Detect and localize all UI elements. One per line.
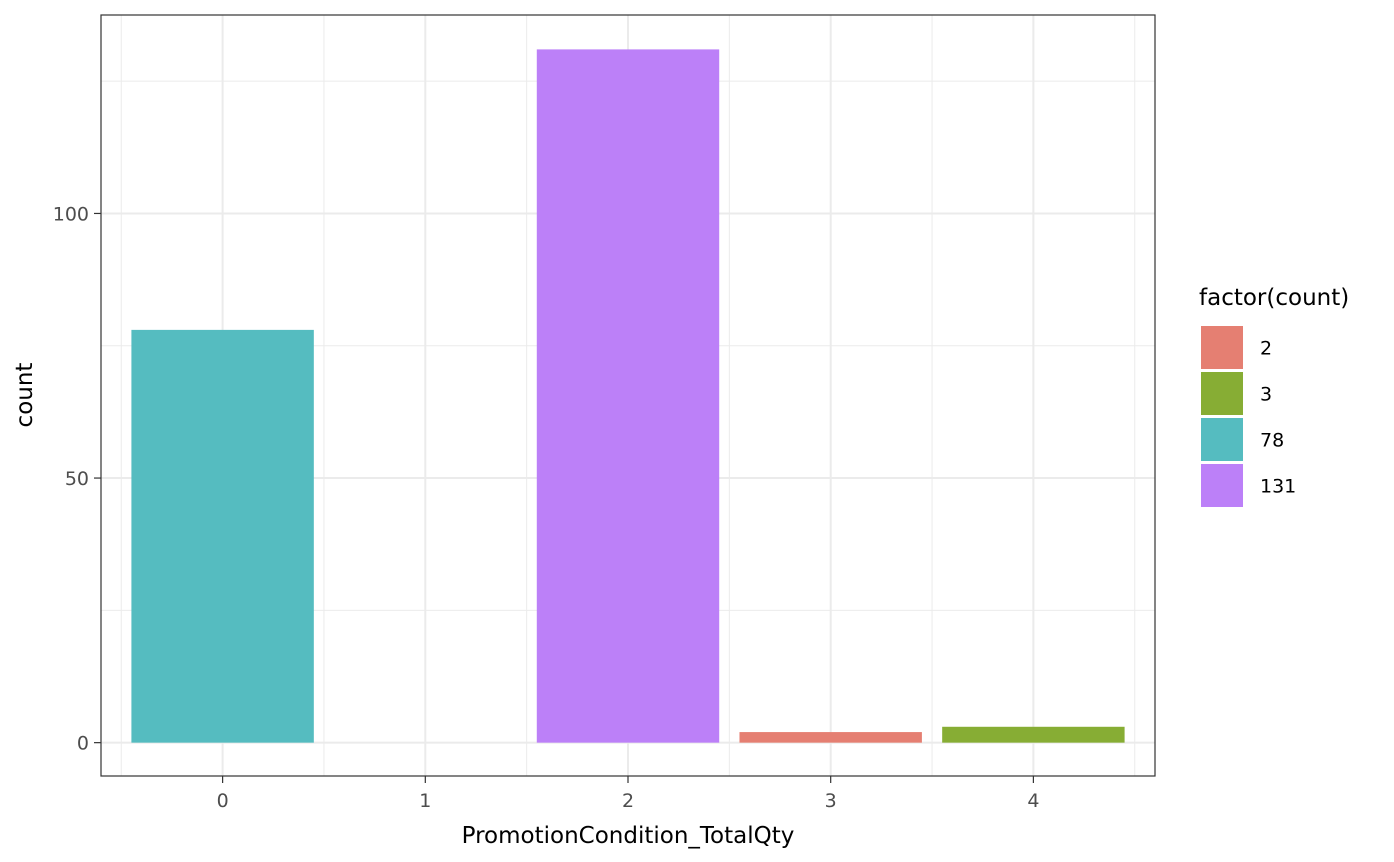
y-axis: 0 50 100 xyxy=(53,203,101,755)
bar-4 xyxy=(942,726,1125,743)
x-axis-title: PromotionCondition_TotalQty xyxy=(462,823,795,849)
y-axis-title: count xyxy=(12,363,38,428)
x-tick-label: 3 xyxy=(825,790,837,812)
bar-2 xyxy=(536,49,720,743)
legend-label: 2 xyxy=(1260,338,1272,360)
x-tick-label: 4 xyxy=(1027,790,1039,812)
bar-3 xyxy=(739,732,922,743)
y-tick-label: 100 xyxy=(53,203,89,225)
legend-label: 3 xyxy=(1260,384,1272,406)
x-tick-label: 0 xyxy=(217,790,229,812)
x-tick-label: 2 xyxy=(622,790,634,812)
legend-swatch xyxy=(1201,326,1243,369)
x-axis: 0 1 2 3 4 xyxy=(217,776,1039,812)
bar-0 xyxy=(131,329,314,743)
x-tick-label: 1 xyxy=(419,790,431,812)
legend-swatch xyxy=(1201,372,1243,415)
legend-label: 78 xyxy=(1260,430,1284,452)
legend-swatch xyxy=(1201,418,1243,461)
legend-title: factor(count) xyxy=(1199,285,1349,311)
legend-swatch xyxy=(1201,464,1243,507)
legend: factor(count) 2 3 78 131 xyxy=(1199,285,1349,507)
bars xyxy=(131,49,1125,743)
y-tick-label: 0 xyxy=(77,733,89,755)
legend-label: 131 xyxy=(1260,476,1296,498)
legend-entries: 2 3 78 131 xyxy=(1201,326,1296,507)
y-tick-label: 50 xyxy=(65,468,89,490)
